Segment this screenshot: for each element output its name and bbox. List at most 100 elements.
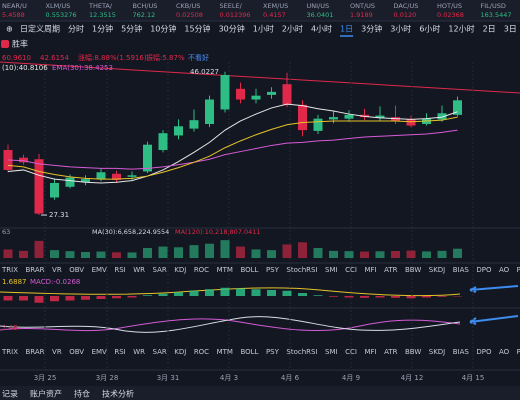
macd-bar	[298, 293, 307, 296]
period-tab[interactable]: 1小时	[253, 24, 274, 34]
indicator-tab[interactable]: ATR	[384, 266, 398, 274]
indicator-tab[interactable]: BIAS	[453, 348, 470, 356]
ticker-name[interactable]: DAC/US	[394, 2, 419, 10]
indicator-tab[interactable]: SKDJ	[429, 266, 446, 274]
period-tab[interactable]: 2小时	[282, 24, 303, 34]
ticker-price[interactable]: 1.9189	[350, 11, 373, 19]
indicator-tab[interactable]: VR	[52, 266, 62, 274]
candle-body	[282, 84, 292, 105]
indicator-tab[interactable]: CCI	[345, 266, 357, 274]
indicator-tab[interactable]: AO	[499, 266, 510, 274]
ticker-name[interactable]: ONT/US	[350, 2, 375, 10]
indicator-tab[interactable]: MTM	[217, 348, 233, 356]
period-tab[interactable]: 6小时	[419, 24, 440, 34]
period-tab[interactable]: 5分钟	[121, 24, 142, 34]
indicator-tab[interactable]: SKDJ	[429, 348, 446, 356]
indicator-tab[interactable]: KDJ	[174, 266, 186, 274]
ticker-price[interactable]: 163.5447	[481, 11, 512, 19]
indicator-tab[interactable]: DPO	[476, 348, 492, 356]
indicator-tab[interactable]: ROC	[194, 266, 209, 274]
indicator-tab[interactable]: MTM	[217, 266, 233, 274]
period-tab[interactable]: 分时	[68, 24, 84, 34]
bottom-tab[interactable]: 持仓	[74, 389, 90, 399]
ticker-price[interactable]: 0.4157	[263, 11, 286, 19]
indicator-tab[interactable]: BRAR	[26, 348, 45, 356]
period-tab[interactable]: 1日	[340, 25, 353, 34]
ticker-name[interactable]: NEAR/U	[2, 2, 27, 10]
indicator-tab[interactable]: PSY	[266, 266, 280, 274]
period-tab[interactable]: 1分钟	[92, 24, 113, 34]
indicator-tab[interactable]: KDJ	[174, 348, 186, 356]
bottom-tab[interactable]: 记录	[2, 390, 18, 399]
indicator-tab[interactable]: CCI	[345, 348, 357, 356]
ticker-price[interactable]: 0.012396	[220, 11, 251, 19]
indicator-tab[interactable]: AO	[499, 348, 510, 356]
ticker-price[interactable]: 5.4588	[2, 11, 25, 19]
ticker-name[interactable]: XEM/US	[263, 2, 288, 10]
indicator-tab[interactable]: WR	[133, 348, 145, 356]
ticker-price[interactable]: 36.0401	[307, 11, 334, 19]
indicator-tab[interactable]: EMV	[92, 348, 107, 356]
indicator-tab[interactable]: RSI	[114, 348, 125, 356]
ticker-name[interactable]: THETA/	[88, 2, 113, 10]
indicator-tab[interactable]: WR	[133, 266, 145, 274]
macd-bar	[96, 296, 106, 299]
candle-body	[158, 133, 168, 151]
bottom-tab[interactable]: 账户资产	[30, 389, 62, 399]
ticker-name[interactable]: FIL/USD	[481, 2, 506, 10]
period-tab[interactable]: 3分钟	[361, 24, 382, 34]
indicator-tab[interactable]: StochRSI	[286, 348, 317, 356]
indicator-tab[interactable]: SAR	[153, 266, 167, 274]
indicator-tab[interactable]: SAR	[153, 348, 167, 356]
ticker-price[interactable]: 0.02508	[176, 11, 203, 19]
period-tab[interactable]: 3小时	[390, 24, 411, 34]
ticker-price[interactable]: 0.02368	[437, 11, 464, 19]
indicator-tab[interactable]: RSI	[114, 266, 125, 274]
bottom-tab[interactable]: 技术分析	[102, 389, 134, 399]
ticker-price[interactable]: 762.12	[133, 11, 156, 19]
period-tab[interactable]: 30分钟	[219, 24, 245, 34]
indicator-tab[interactable]: BBW	[405, 266, 421, 274]
indicator-tab[interactable]: ATR	[384, 348, 398, 356]
indicator-tab[interactable]: TRIX	[1, 348, 18, 356]
period-tab[interactable]: 3日	[504, 25, 517, 34]
indicator-tab[interactable]: OBV	[69, 348, 84, 356]
period-tab[interactable]: 15分钟	[184, 24, 210, 34]
indicator-tab[interactable]: Position	[517, 266, 520, 274]
indicator-tab[interactable]: BOLL	[240, 266, 258, 274]
ticker-price[interactable]: 0.553276	[46, 11, 77, 19]
period-tab[interactable]: 2日	[483, 25, 496, 34]
indicator-tab[interactable]: SMI	[325, 348, 338, 356]
indicator-tab[interactable]: MFI	[364, 266, 376, 274]
indicator-tab[interactable]: PSY	[266, 348, 280, 356]
ticker-price[interactable]: 12.3515	[89, 11, 116, 19]
ticker-name[interactable]: XLM/US	[46, 2, 71, 10]
ticker-name[interactable]: UNI/US	[307, 2, 330, 10]
indicator-tab[interactable]: Position	[517, 348, 520, 356]
period-tab[interactable]: 4小时	[311, 24, 332, 34]
volume-bar	[189, 245, 199, 258]
indicator-tab[interactable]: OBV	[69, 266, 84, 274]
period-tab[interactable]: 日定义周期	[20, 24, 60, 34]
indicator-tab[interactable]: VR	[52, 348, 62, 356]
indicator-tab[interactable]: TRIX	[1, 266, 18, 274]
indicator-tab[interactable]: BIAS	[453, 266, 470, 274]
period-tab[interactable]: 10分钟	[150, 24, 176, 34]
indicator-tab[interactable]: ROC	[194, 348, 209, 356]
indicator-tab[interactable]: BBW	[405, 348, 421, 356]
indicator-tab[interactable]: EMV	[92, 266, 107, 274]
period-tab[interactable]: 12小时	[448, 24, 474, 34]
indicator-tab[interactable]: BOLL	[240, 348, 258, 356]
indicator-tab[interactable]: MFI	[364, 348, 376, 356]
add-icon[interactable]: ⊕	[6, 25, 13, 34]
indicator-tab[interactable]: DPO	[476, 266, 492, 274]
ticker-name[interactable]: SEELE/	[220, 2, 243, 10]
indicator-tab[interactable]: BRAR	[26, 266, 45, 274]
indicator-tab[interactable]: SMI	[325, 266, 338, 274]
ticker-name[interactable]: BCH/US	[133, 2, 158, 10]
ticker-name[interactable]: HOT/US	[437, 2, 462, 10]
indicator-tab[interactable]: StochRSI	[286, 266, 317, 274]
info-b: 42.6154	[40, 54, 69, 62]
ticker-price[interactable]: 0.0120	[394, 11, 417, 19]
ticker-name[interactable]: CKB/US	[176, 2, 200, 10]
